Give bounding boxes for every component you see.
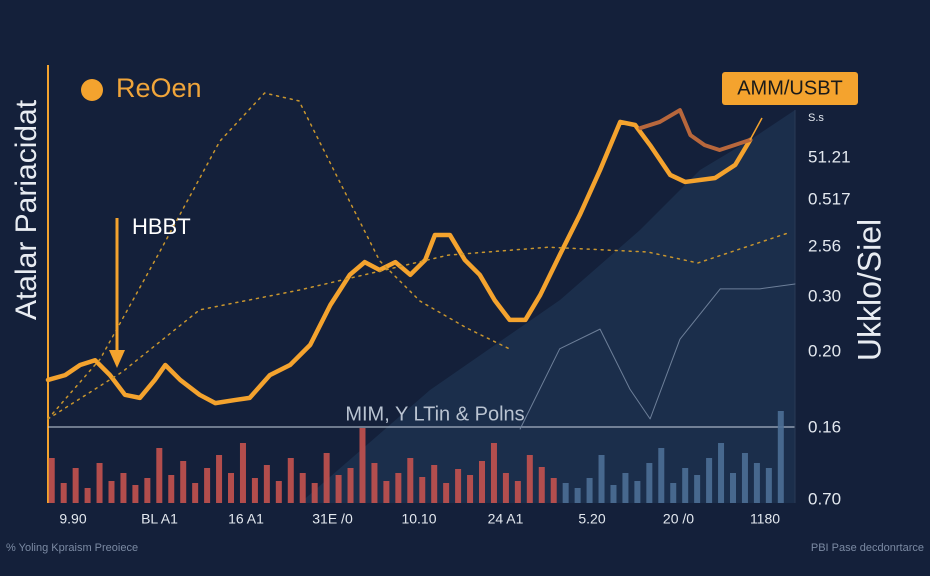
volume-bar bbox=[180, 461, 187, 503]
x-tick-label: 24 A1 bbox=[488, 511, 524, 527]
volume-bar bbox=[359, 428, 366, 503]
volume-bar bbox=[84, 488, 91, 503]
volume-bar bbox=[299, 473, 306, 503]
line-series bbox=[47, 232, 789, 420]
volume-bar bbox=[514, 481, 521, 503]
volume-bar bbox=[96, 463, 103, 503]
volume-bar bbox=[610, 485, 617, 503]
volume-bar bbox=[741, 453, 748, 503]
volume-bar bbox=[502, 473, 509, 503]
volume-bar bbox=[239, 443, 246, 503]
chart-title: ReOen bbox=[116, 73, 202, 103]
right-tick-label: S.s bbox=[808, 112, 824, 124]
volume-bar bbox=[777, 411, 784, 503]
volume-bar bbox=[455, 469, 462, 503]
footer-text: PBI Pase decdonrtarce bbox=[811, 542, 924, 554]
volume-bar bbox=[251, 478, 258, 503]
volume-bar bbox=[658, 448, 665, 503]
volume-bar bbox=[168, 475, 175, 503]
volume-bar bbox=[479, 461, 486, 503]
volume-bar bbox=[718, 443, 725, 503]
volume-bar bbox=[216, 455, 223, 503]
line-series bbox=[45, 119, 753, 406]
volume-bar bbox=[371, 463, 378, 503]
volume-bar bbox=[192, 483, 199, 503]
volume-bar bbox=[646, 463, 653, 503]
volume-bar bbox=[598, 455, 605, 503]
footer-text: % Yoling Kpraism Preoiece bbox=[6, 542, 138, 554]
x-tick-label: 10.10 bbox=[401, 511, 436, 527]
volume-bar bbox=[144, 478, 151, 503]
volume-bar bbox=[335, 475, 342, 503]
volume-bar bbox=[694, 475, 701, 503]
shade-area bbox=[300, 110, 795, 503]
volume-bar bbox=[72, 468, 79, 503]
volume-bar bbox=[287, 458, 294, 503]
volume-bar bbox=[48, 458, 55, 503]
x-tick-label: 16 A1 bbox=[228, 511, 264, 527]
title-dot bbox=[81, 79, 103, 101]
y-axis-label: Atalar Pariacidat bbox=[10, 99, 43, 320]
line-series bbox=[519, 283, 796, 430]
volume-bar bbox=[753, 463, 760, 503]
right-tick-label: 0.70 bbox=[808, 489, 841, 508]
arrow-head bbox=[109, 350, 125, 368]
y2-axis-label: Ukklo/Siel bbox=[851, 219, 887, 361]
x-tick-label: 20 /0 bbox=[663, 511, 694, 527]
line-series bbox=[47, 92, 512, 420]
volume-bar bbox=[108, 481, 115, 503]
volume-bar bbox=[204, 468, 211, 503]
line-series bbox=[638, 108, 753, 152]
volume-bar bbox=[311, 483, 318, 503]
volume-bar bbox=[670, 483, 677, 503]
volume-bar bbox=[550, 478, 557, 503]
volume-bar bbox=[323, 453, 330, 503]
volume-bar bbox=[263, 465, 270, 503]
volume-bar bbox=[419, 477, 426, 503]
annotation: HBBT bbox=[132, 214, 191, 239]
volume-bar bbox=[132, 485, 139, 503]
volume-bar bbox=[586, 478, 593, 503]
x-tick-label: 31E /0 bbox=[312, 511, 353, 527]
volume-bar bbox=[431, 465, 438, 503]
right-tick-label: 0.30 bbox=[808, 286, 841, 305]
volume-bar bbox=[228, 473, 235, 503]
volume-bar bbox=[574, 488, 581, 503]
right-tick-label: 51.21 bbox=[808, 147, 851, 166]
volume-bar bbox=[156, 448, 163, 503]
right-tick-label: 0.16 bbox=[808, 417, 841, 436]
volume-bar bbox=[407, 458, 414, 503]
right-tick-label: 0.20 bbox=[808, 341, 841, 360]
volume-bar bbox=[275, 481, 282, 503]
volume-bar bbox=[383, 481, 390, 503]
annotation: AMM/USBT bbox=[737, 77, 843, 99]
volume-bar bbox=[682, 468, 689, 503]
volume-bar bbox=[347, 468, 354, 503]
volume-bar bbox=[443, 483, 450, 503]
callout-box bbox=[722, 72, 858, 105]
volume-bar bbox=[538, 467, 545, 503]
callout-line bbox=[749, 117, 763, 141]
x-tick-label: 9.90 bbox=[59, 511, 86, 527]
volume-bar bbox=[395, 473, 402, 503]
volume-bar bbox=[765, 468, 772, 503]
volume-bar bbox=[467, 475, 474, 503]
volume-bar bbox=[562, 483, 569, 503]
volume-bar bbox=[634, 481, 641, 503]
x-tick-label: 5.20 bbox=[578, 511, 605, 527]
volume-bar bbox=[729, 473, 736, 503]
right-tick-label: 0.517 bbox=[808, 189, 851, 208]
volume-bar bbox=[622, 473, 629, 503]
volume-bar bbox=[60, 483, 67, 503]
x-tick-label: BL A1 bbox=[141, 511, 178, 527]
volume-bar bbox=[706, 458, 713, 503]
volume-bar bbox=[526, 455, 533, 503]
right-tick-label: 2.56 bbox=[808, 236, 841, 255]
annotation: MIM, Y LTin & Polns bbox=[345, 403, 524, 425]
volume-bar bbox=[490, 443, 497, 503]
x-tick-label: 1180 bbox=[750, 511, 780, 527]
volume-bar bbox=[120, 473, 127, 503]
